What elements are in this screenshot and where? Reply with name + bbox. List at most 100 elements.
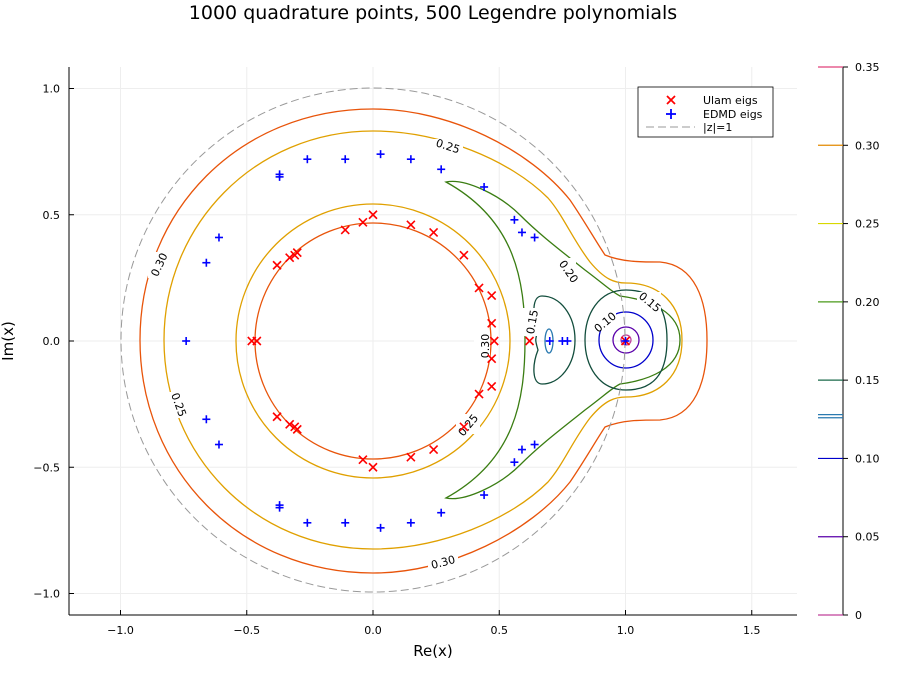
y-tick-label: −1.0 [33,588,60,601]
ulam-eig-marker [406,220,416,230]
ulam-eig-marker [285,253,295,263]
ulam-eig-marker [292,424,302,434]
y-axis-label: Im(x) [0,321,17,361]
legend-x-icon [666,95,676,105]
ulam-eig-marker [285,419,295,429]
ulam-eig-marker [487,290,497,301]
x-tick-label: −1.0 [107,624,134,637]
ulam-eig-marker [474,283,484,293]
edmd-eig-marker [480,491,489,500]
legend-plus-icon [666,109,676,119]
contour-025-outer [163,130,683,550]
edmd-eig-marker [376,523,385,532]
edmd-eig-marker [406,518,415,527]
edmd-eig-marker [545,337,554,345]
ulam-eig-marker [358,455,368,465]
edmd-eig-marker [530,440,539,449]
colorbar-tick-label: 0.25 [855,218,880,231]
edmd-eig-marker [510,215,519,224]
ulam-eig-marker [459,422,469,432]
contour-label: 0.30 [479,334,492,359]
ulam-eig-marker [459,250,469,260]
ulam-eig-marker [368,210,378,220]
x-axis-label: Re(x) [413,642,453,660]
edmd-markers [182,150,630,532]
colorbar-tick-label: 0.30 [855,139,880,152]
y-tick-label: 0.5 [43,209,61,222]
edmd-eig-marker [510,458,519,467]
x-tick-label: 1.5 [743,624,761,637]
ulam-eig-marker [358,217,368,227]
edmd-eig-marker [406,155,415,164]
contour-label: 0.30 [430,553,457,572]
edmd-eig-marker [202,415,211,424]
legend: Ulam eigs EDMD eigs |z|=1 [637,86,774,138]
edmd-eig-marker [275,172,284,181]
colorbar-tick-label: 0.05 [855,531,880,544]
edmd-eig-marker [214,233,223,242]
y-tick-label: 1.0 [43,83,61,96]
x-tick-label: 1.0 [617,624,635,637]
legend-label: EDMD eigs [703,108,763,121]
contour-025-inner [235,203,511,479]
edmd-eig-marker [437,165,446,174]
edmd-eig-marker [517,445,526,454]
x-ticks: −1.0 −0.5 0.0 0.5 1.0 1.5 [107,610,761,637]
ulam-eig-marker [252,336,262,346]
ulam-eig-marker [340,225,350,235]
x-tick-label: 0.5 [491,624,509,637]
edmd-eig-marker [621,337,630,345]
edmd-eig-marker [303,155,312,164]
edmd-eig-marker [214,440,223,449]
edmd-eig-marker [275,503,284,512]
contour-015-left [533,295,576,385]
y-ticks: 1.0 0.5 0.0 −0.5 −1.0 [33,83,74,601]
edmd-eig-marker [303,518,312,527]
contour-030-inner [254,222,492,460]
edmd-eig-marker [563,337,572,345]
ulam-eig-marker [290,250,300,260]
ulam-eig-marker [272,260,282,270]
ulam-eig-marker [487,381,497,392]
x-tick-label: 0.0 [364,624,382,637]
colorbar-tick-label: 0.15 [855,374,880,387]
edmd-eig-marker [517,228,526,237]
legend-box [637,86,774,138]
x-tick-label: −0.5 [233,624,260,637]
colorbar: 0.35 0.30 0.25 0.20 0.15 0.10 0.05 0 [818,61,880,622]
edmd-eig-marker [480,182,489,191]
contour-030-outer [139,108,708,574]
contour-label: 0.15 [524,309,541,335]
ulam-eig-marker [474,389,484,399]
edmd-eig-marker [202,258,211,267]
ulam-eig-marker [429,227,439,237]
ulam-eig-marker [487,318,497,328]
colorbar-tick-label: 0 [855,609,862,622]
edmd-eig-marker [341,155,350,164]
edmd-eig-marker [437,508,446,517]
contour-lines [139,108,708,574]
legend-label: Ulam eigs [703,94,758,107]
contour-005 [612,326,640,354]
ulam-eig-marker [272,412,282,422]
ulam-eig-marker [368,462,378,472]
edmd-eig-marker [182,337,191,345]
edmd-eig-marker [341,518,350,527]
contour-010 [598,311,654,369]
colorbar-tick-label: 0.20 [855,296,880,309]
edmd-eig-marker [376,150,385,159]
ulam-eig-marker [487,354,497,364]
ulam-markers [247,210,631,472]
colorbar-tick-label: 0.35 [855,61,880,74]
ulam-eig-marker [524,336,535,346]
ulam-eig-marker [429,445,439,455]
colorbar-tick-label: 0.10 [855,452,880,465]
ulam-eig-marker [406,452,416,462]
contour-015-right [584,289,668,391]
edmd-eig-marker [530,233,539,242]
y-tick-label: −0.5 [33,461,60,474]
ulam-eig-marker [489,336,499,346]
chart-title: 1000 quadrature points, 500 Legendre pol… [189,2,677,24]
y-tick-label: 0.0 [43,335,61,348]
